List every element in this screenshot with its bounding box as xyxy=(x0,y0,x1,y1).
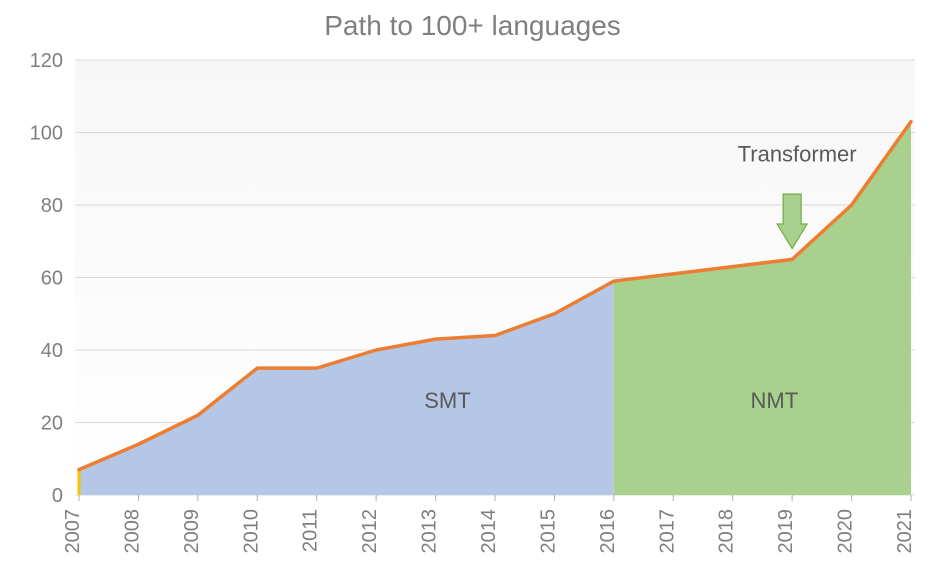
x-tick-label: 2007 xyxy=(62,509,84,554)
x-tick-label: 2014 xyxy=(478,509,500,554)
x-tick-label: 2015 xyxy=(537,509,559,554)
x-tick-label: 2010 xyxy=(240,509,262,554)
y-tick-label: 20 xyxy=(41,413,63,435)
x-tick-label: 2018 xyxy=(716,509,738,554)
x-tick-label: 2017 xyxy=(656,509,678,554)
x-tick-label: 2019 xyxy=(775,509,797,554)
chart-svg: 0 20 40 60 80 100 120 SMT NMT Transformer 2007 2008… xyxy=(0,0,945,581)
annotation-label: Transformer xyxy=(738,142,857,167)
x-tick-label: 2011 xyxy=(300,509,322,552)
y-tick-label: 60 xyxy=(41,268,63,290)
y-tick-label: 0 xyxy=(52,485,63,507)
x-tick-label: 2012 xyxy=(359,509,381,554)
region-label: SMT xyxy=(424,388,470,413)
x-tick-label: 2021 xyxy=(894,509,916,554)
x-tick-label: 2009 xyxy=(181,509,203,554)
x-tick-label: 2016 xyxy=(597,509,619,554)
y-tick-label: 40 xyxy=(41,340,63,362)
y-tick-label: 120 xyxy=(30,50,63,72)
region-label: NMT xyxy=(750,388,798,413)
x-tick-label: 2020 xyxy=(835,509,857,554)
x-tick-label: 2008 xyxy=(121,509,143,554)
x-tick-label: 2013 xyxy=(419,509,441,554)
y-tick-label: 80 xyxy=(41,195,63,217)
y-tick-label: 100 xyxy=(30,123,63,145)
chart-container: Path to 100+ languages 020406080100120SM… xyxy=(0,0,945,581)
